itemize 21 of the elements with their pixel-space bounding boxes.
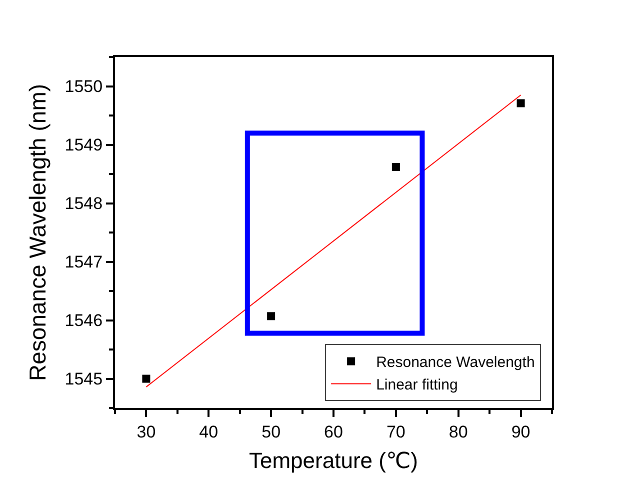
legend-label: Resonance Wavelength [376,354,535,372]
y-tick-label: 1547 [64,252,103,272]
x-tick-label: 60 [324,422,343,442]
y-axis-title: Resonance Wavelength (nm) [24,84,51,382]
x-tick-label: 50 [262,422,281,442]
point [392,162,400,171]
y-tick-label: 1545 [64,370,103,389]
point [142,374,150,383]
x-tick-label: 30 [136,422,156,442]
y-tick-label: 1546 [64,311,103,330]
y-tick-label: 1550 [64,77,103,96]
x-axis-title: Temperature (℃) [249,448,418,473]
point [516,99,525,108]
point [267,312,276,320]
x-tick-label: 70 [386,422,406,442]
x-tick-label: 80 [448,422,468,442]
legend-label: Linear fitting [376,376,458,394]
x-tick-label: 40 [199,422,218,442]
y-tick-label: 1549 [64,136,103,155]
x-tick-label: 90 [511,422,530,442]
y-tick-label: 1548 [64,194,103,214]
